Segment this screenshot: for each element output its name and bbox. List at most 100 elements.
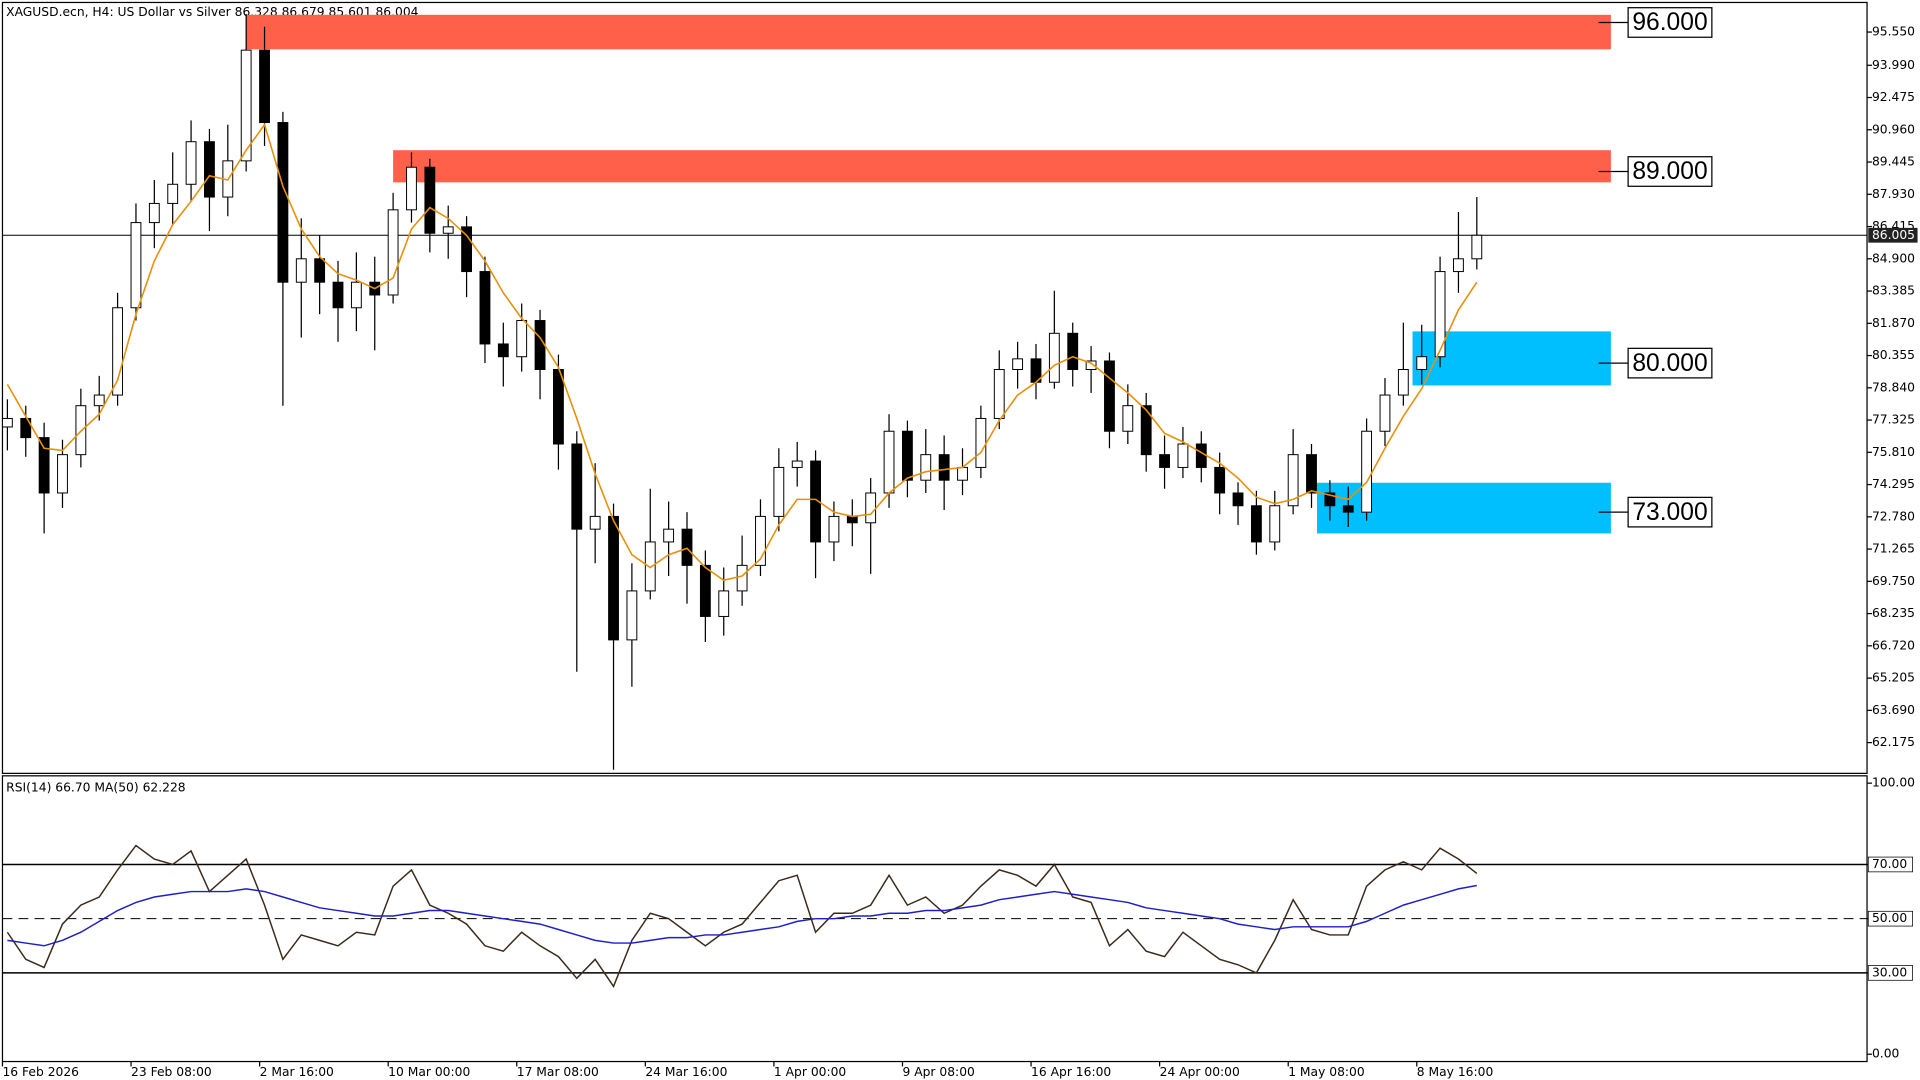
x-tick-label: 9 Apr 08:00 <box>902 1065 974 1079</box>
candle-body <box>791 460 803 468</box>
candle-body <box>773 466 785 517</box>
y-tick-label: 63.690 <box>1872 703 1915 717</box>
candle-body <box>755 515 766 566</box>
candle-body <box>57 454 68 494</box>
candle-body <box>736 564 748 592</box>
candle-body <box>497 343 509 358</box>
y-tick-label: 74.295 <box>1872 477 1915 491</box>
candle-body <box>1122 405 1134 432</box>
candle-body <box>901 430 913 481</box>
y-tick-label: 30.00 <box>1872 965 1907 979</box>
y-tick-label: 87.930 <box>1872 187 1915 201</box>
candle-body <box>185 141 197 185</box>
y-tick-label: 68.235 <box>1872 606 1915 620</box>
x-tick-label: 23 Feb 08:00 <box>131 1065 212 1079</box>
candle-body <box>553 369 564 445</box>
x-tick-label: 10 Mar 00:00 <box>388 1065 470 1079</box>
candle-body <box>461 226 473 273</box>
candle-body <box>1159 454 1170 468</box>
moving-average <box>6 122 1478 582</box>
y-tick-label: 80.355 <box>1872 348 1915 362</box>
x-tick-label: 16 Apr 16:00 <box>1031 1065 1111 1079</box>
y-tick-label: 90.960 <box>1872 122 1915 136</box>
y-tick-label: 78.840 <box>1872 380 1915 394</box>
candle-body <box>846 515 858 524</box>
candle-body <box>204 141 215 198</box>
candle-body <box>681 528 693 566</box>
candle-body <box>350 281 362 309</box>
zone-label: 80.000 <box>1632 350 1707 377</box>
candle-body <box>938 454 950 481</box>
x-tick-label: 17 Mar 08:00 <box>517 1065 599 1079</box>
y-tick-label: 93.990 <box>1872 58 1915 72</box>
rsi-line <box>7 884 1477 947</box>
rsi-title: RSI(14) 66.70 MA(50) 62.228 <box>6 781 185 795</box>
y-tick-box <box>1867 910 1913 927</box>
candle-body <box>1379 394 1391 432</box>
candle-body <box>332 281 344 309</box>
candle-body <box>626 590 638 641</box>
candle-body <box>920 454 932 481</box>
candle-body <box>534 320 546 370</box>
candle-body <box>571 443 583 530</box>
y-tick-box <box>1867 856 1913 873</box>
y-tick-label: 0.00 <box>1872 1047 1899 1061</box>
y-tick-label: 81.870 <box>1872 316 1915 330</box>
candle-body <box>93 394 105 407</box>
y-tick-label: 71.265 <box>1872 542 1915 556</box>
candle-body <box>699 564 711 617</box>
candle-body <box>1067 332 1079 370</box>
zone-label-box <box>1627 7 1713 38</box>
zone-label: 89.000 <box>1632 158 1707 185</box>
current-price-label: 86.005 <box>1872 228 1915 242</box>
candle-body <box>240 49 252 162</box>
x-tick-label: 16 Feb 2026 <box>2 1065 79 1079</box>
candle-body <box>387 209 399 296</box>
candle-body <box>424 166 436 234</box>
candles <box>1 13 1483 770</box>
y-tick-label: 50.00 <box>1872 911 1907 925</box>
candle-body <box>1397 369 1409 396</box>
rsi-line <box>6 844 1478 989</box>
y-tick-label: 84.900 <box>1872 251 1915 265</box>
zone <box>246 14 1611 50</box>
zone <box>1317 482 1611 534</box>
candle-body <box>442 226 454 234</box>
zone-label-box <box>1627 347 1713 379</box>
candle-body <box>1177 443 1189 468</box>
zone-label: 73.000 <box>1632 499 1707 526</box>
candle-body <box>148 202 160 224</box>
candle-body <box>479 271 491 345</box>
zone <box>1412 331 1611 386</box>
current-price-box <box>1868 227 1918 243</box>
x-tick-label: 1 Apr 00:00 <box>774 1065 846 1079</box>
y-tick-label: 83.385 <box>1872 284 1915 298</box>
candle-body <box>1324 492 1336 507</box>
candle-body <box>1453 258 1464 273</box>
candle-body <box>865 492 877 524</box>
y-tick-label: 75.810 <box>1872 445 1915 459</box>
candle-body <box>406 166 417 211</box>
zone-label-box <box>1627 496 1713 528</box>
candle-body <box>130 222 142 309</box>
x-tick-label: 8 May 16:00 <box>1417 1065 1494 1079</box>
candle-body <box>1361 430 1373 513</box>
candle-body <box>1012 358 1024 370</box>
y-tick-label: 77.325 <box>1872 413 1915 427</box>
candle-body <box>1416 356 1428 370</box>
candle-body <box>167 183 179 204</box>
candle-body <box>1 417 13 428</box>
y-tick-label: 92.475 <box>1872 90 1915 104</box>
candle-body <box>663 528 675 543</box>
candle-body <box>718 590 730 617</box>
y-tick-label: 65.205 <box>1872 671 1915 685</box>
candle-body <box>1140 405 1152 456</box>
zone-label-box <box>1627 156 1713 187</box>
candle-body <box>1287 454 1299 507</box>
y-tick-label: 72.780 <box>1872 509 1915 523</box>
zone <box>393 150 1611 183</box>
candle-body <box>993 369 1005 419</box>
candle-body <box>112 307 124 396</box>
candle-body <box>295 258 307 283</box>
